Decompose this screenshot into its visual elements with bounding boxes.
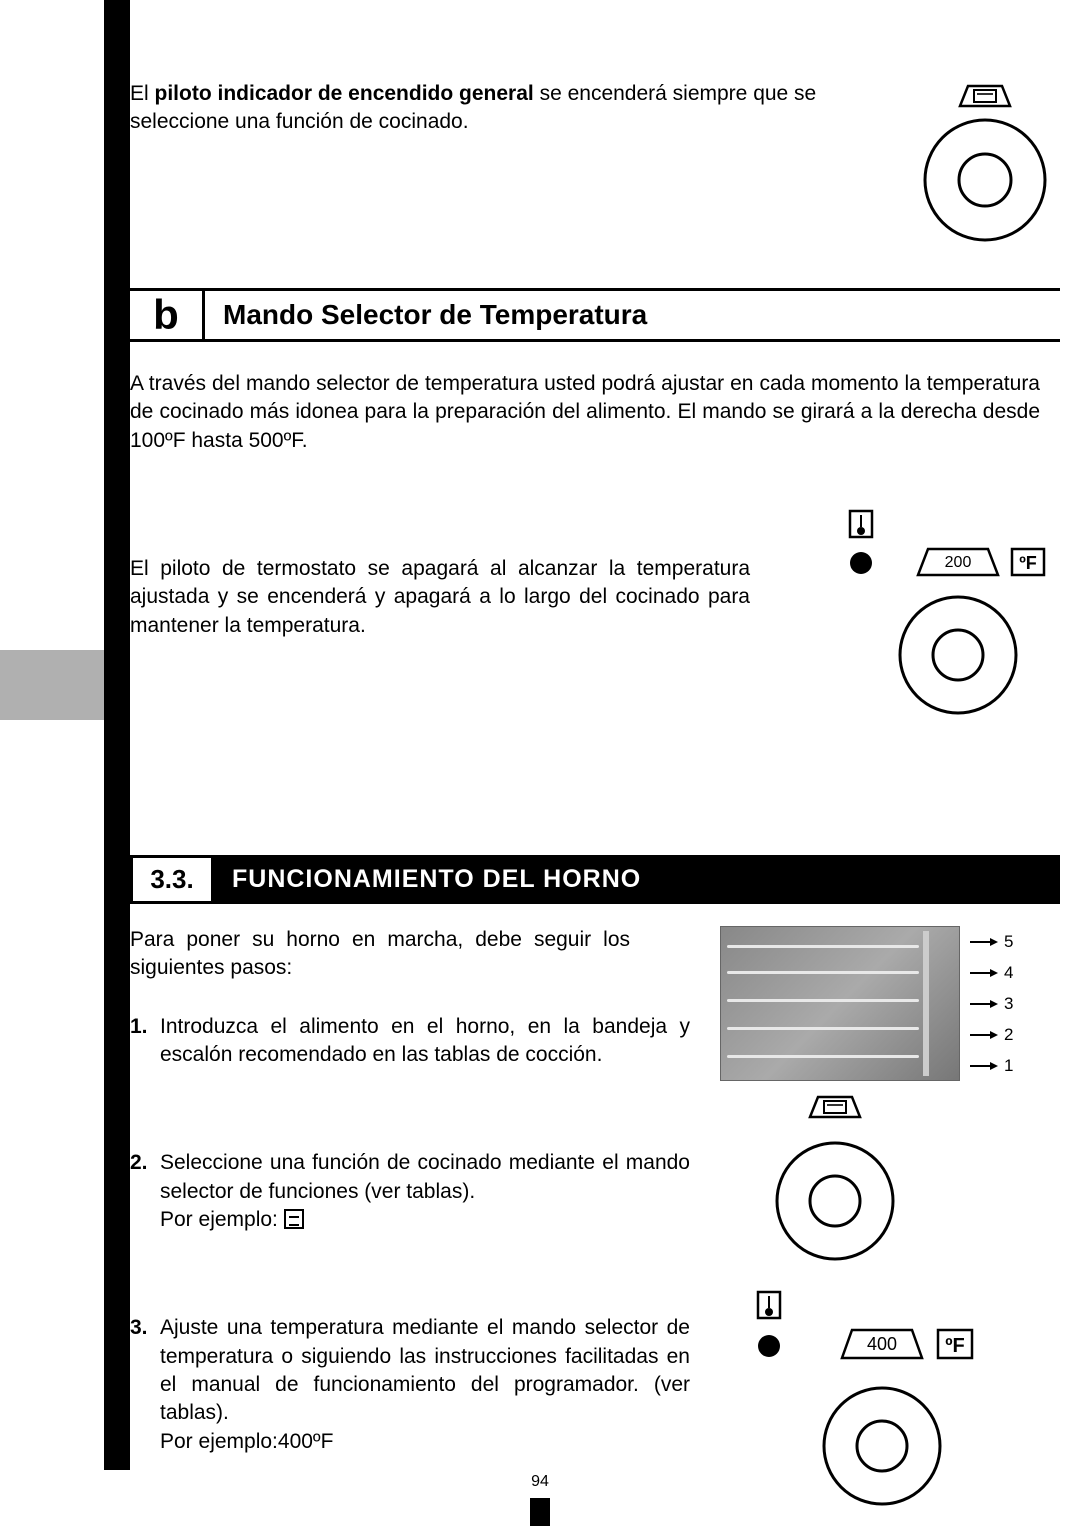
left-black-bar	[104, 0, 130, 1470]
step-1: 1. Introduzca el alimento en el horno, e…	[130, 1013, 690, 1070]
svg-text:ºF: ºF	[1019, 553, 1037, 573]
thermostat-text: El piloto de termostato se apagará al al…	[130, 505, 750, 640]
rack-level-5: 5	[970, 926, 1013, 957]
thermo-prefix: El	[130, 557, 160, 580]
step-3-line2: Por ejemplo:400ºF	[160, 1430, 333, 1453]
temp-value-400: 400	[867, 1334, 897, 1354]
steps-left-column: Para poner su horno en marcha, debe segu…	[130, 904, 690, 1521]
rack-label-1: 1	[1004, 1056, 1013, 1076]
arrow-icon	[970, 1030, 998, 1040]
section-b-title: Mando Selector de Temperatura	[202, 288, 1060, 342]
thermo-bold: piloto de termostato	[160, 557, 356, 580]
step-3-number: 3.	[130, 1314, 160, 1456]
temp-dial-200-icon: 200 ºF	[780, 505, 1060, 725]
rack-level-1: 1	[970, 1050, 1013, 1081]
section-33-number: 3.3.	[130, 855, 214, 904]
bottom-registration-mark	[530, 1498, 550, 1526]
intro-prefix: El	[130, 82, 155, 105]
page-content: El piloto indicador de encendido general…	[130, 0, 1060, 1521]
step-2: 2. Seleccione una función de cocinado me…	[130, 1149, 690, 1234]
step-2-text: Seleccione una función de cocinado media…	[160, 1149, 690, 1234]
step-1-number: 1.	[130, 1013, 160, 1070]
rack-photo-wrap: 5 4 3 2 1	[720, 926, 1060, 1081]
page-number: 94	[0, 1473, 1080, 1491]
left-gray-block	[0, 650, 104, 720]
steps-right-column: 5 4 3 2 1	[720, 904, 1060, 1521]
function-inline-icon	[284, 1209, 304, 1229]
arrow-icon	[970, 937, 998, 947]
dial-function-icon-2	[750, 1091, 920, 1276]
rack-label-4: 4	[1004, 963, 1013, 983]
rack-level-labels: 5 4 3 2 1	[970, 926, 1013, 1081]
section-b-header: b Mando Selector de Temperatura	[130, 288, 1060, 342]
step-3: 3. Ajuste una temperatura mediante el ma…	[130, 1314, 690, 1456]
steps-area: Para poner su horno en marcha, debe segu…	[130, 904, 1060, 1521]
intro-bold: piloto indicador de encendido general	[155, 82, 534, 105]
section-33-header: 3.3. FUNCIONAMIENTO DEL HORNO	[130, 855, 1060, 904]
rack-label-3: 3	[1004, 994, 1013, 1014]
section-b-body: A través del mando selector de temperatu…	[130, 370, 1060, 455]
step-3-line1: Ajuste una temperatura mediante el mando…	[160, 1316, 690, 1424]
rack-level-4: 4	[970, 957, 1013, 988]
dial-function-icon	[910, 80, 1060, 250]
svg-text:ºF: ºF	[945, 1335, 965, 1357]
step-2-number: 2.	[130, 1149, 160, 1234]
arrow-icon	[970, 999, 998, 1009]
operation-intro: Para poner su horno en marcha, debe segu…	[130, 926, 630, 983]
rack-level-2: 2	[970, 1019, 1013, 1050]
arrow-icon	[970, 968, 998, 978]
section-b-letter: b	[130, 288, 202, 342]
arrow-icon	[970, 1061, 998, 1071]
intro-row: El piloto indicador de encendido general…	[130, 0, 1060, 250]
temp-value-200: 200	[945, 554, 972, 571]
thermostat-row: El piloto de termostato se apagará al al…	[130, 505, 1060, 725]
section-33-title: FUNCIONAMIENTO DEL HORNO	[214, 855, 1060, 904]
rack-level-3: 3	[970, 988, 1013, 1019]
step-3-text: Ajuste una temperatura mediante el mando…	[160, 1314, 690, 1456]
step-2-line1: Seleccione una función de cocinado media…	[160, 1151, 690, 1202]
rack-label-5: 5	[1004, 932, 1013, 952]
oven-rack-photo	[720, 926, 960, 1081]
intro-text: El piloto indicador de encendido general…	[130, 80, 870, 137]
rack-label-2: 2	[1004, 1025, 1013, 1045]
step-1-text: Introduzca el alimento en el horno, en l…	[160, 1013, 690, 1070]
step-2-line2: Por ejemplo:	[160, 1208, 284, 1231]
